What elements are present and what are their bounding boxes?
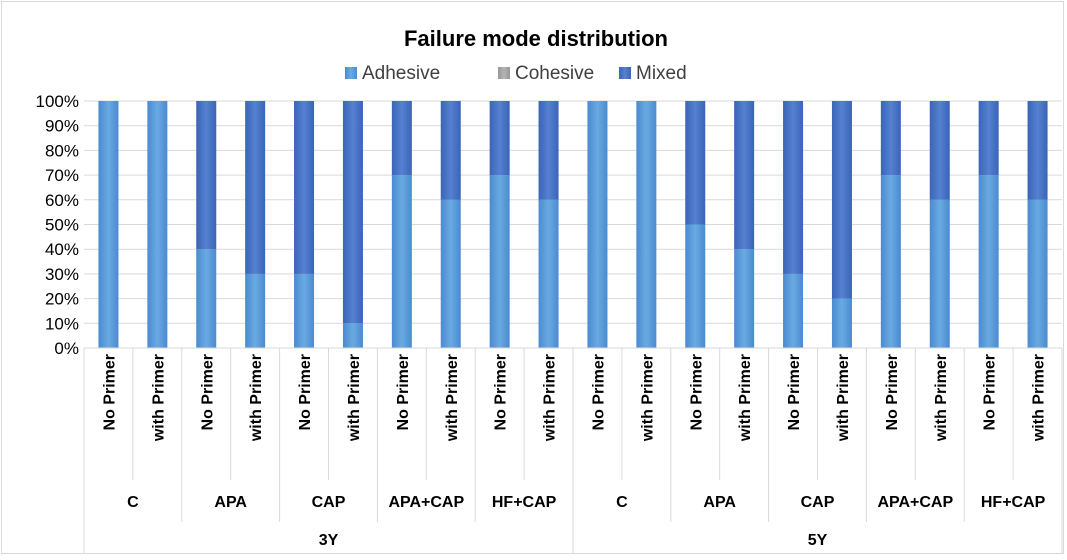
bar-segment-mixed: [734, 101, 755, 250]
bar-segment-adhesive: [245, 273, 266, 348]
x-tick-label: No Primer: [590, 354, 607, 430]
bar-segment-adhesive: [196, 249, 217, 348]
x-subgroup-label: APA+CAP: [388, 494, 464, 511]
bar-segment-adhesive: [147, 101, 168, 348]
x-tick-label: with Primer: [248, 354, 265, 442]
legend-swatch-cohesive: [498, 67, 510, 79]
y-tick-label: 80%: [45, 141, 79, 160]
bar-segment-adhesive: [489, 175, 510, 348]
legend: Adhesive Cohesive Mixed: [345, 63, 687, 84]
bar-segment-adhesive: [587, 101, 608, 348]
x-tick-label: with Primer: [1031, 354, 1048, 442]
bar-segment-mixed: [294, 101, 315, 274]
y-tick-label: 100%: [36, 92, 79, 111]
y-tick-label: 70%: [45, 166, 79, 185]
y-tick-label: 30%: [45, 265, 79, 284]
x-subgroup-label: HF+CAP: [981, 494, 1046, 511]
x-tick-label: No Primer: [395, 354, 412, 430]
bar-segment-adhesive: [831, 298, 852, 348]
x-tick-label: No Primer: [101, 354, 118, 430]
x-tick-label: with Primer: [542, 354, 559, 442]
bar-segment-mixed: [440, 101, 461, 200]
legend-swatch-mixed: [619, 67, 631, 79]
bar-segment-adhesive: [783, 273, 804, 348]
bar-segment-mixed: [978, 101, 999, 176]
x-group-label: 5Y: [808, 532, 828, 549]
legend-swatch-adhesive: [345, 67, 357, 79]
bar-segment-mixed: [245, 101, 266, 274]
bar-segment-adhesive: [880, 175, 901, 348]
y-tick-label: 60%: [45, 191, 79, 210]
bar-segment-adhesive: [98, 101, 119, 348]
chart-title: Failure mode distribution: [404, 26, 668, 51]
y-tick-label: 40%: [45, 240, 79, 259]
x-tick-label: No Primer: [884, 354, 901, 430]
bar-segment-mixed: [1027, 101, 1048, 200]
x-tick-label: with Primer: [737, 354, 754, 442]
x-tick-label: No Primer: [786, 354, 803, 430]
x-subgroup-label: APA: [703, 494, 736, 511]
bar-segment-adhesive: [342, 323, 363, 348]
y-tick-label: 50%: [45, 216, 79, 235]
bar-segment-adhesive: [734, 249, 755, 348]
bar-segment-mixed: [831, 101, 852, 299]
y-tick-label: 10%: [45, 314, 79, 333]
bar-segment-adhesive: [440, 199, 461, 348]
bar-segment-adhesive: [1027, 199, 1048, 348]
legend-label-mixed: Mixed: [636, 63, 687, 84]
bar-segment-adhesive: [636, 101, 657, 348]
bar-segment-mixed: [489, 101, 510, 176]
x-subgroup-label: CAP: [312, 494, 346, 511]
x-subgroup-label: HF+CAP: [492, 494, 557, 511]
bar-segment-adhesive: [391, 175, 412, 348]
bar-segment-adhesive: [978, 175, 999, 348]
x-subgroup-label: CAP: [801, 494, 835, 511]
bar-segment-mixed: [391, 101, 412, 176]
x-tick-label: No Primer: [297, 354, 314, 430]
x-subgroup-label: C: [127, 494, 139, 511]
x-axis: No Primer with Primer No Primer with Primer…: [83, 347, 1063, 554]
x-tick-label: with Primer: [639, 354, 656, 442]
x-group-label: 3Y: [319, 532, 339, 549]
x-tick-label: with Primer: [346, 354, 363, 442]
x-tick-label: No Primer: [199, 354, 216, 430]
x-tick-label: No Primer: [688, 354, 705, 430]
x-tick-label: with Primer: [444, 354, 461, 442]
y-tick-label: 0%: [54, 339, 79, 358]
legend-label-cohesive: Cohesive: [515, 63, 594, 84]
x-tick-label: No Primer: [982, 354, 999, 430]
x-subgroup-label: APA+CAP: [877, 494, 953, 511]
bar-segment-adhesive: [294, 273, 315, 348]
x-subgroup-label: APA: [214, 494, 247, 511]
bar-segment-adhesive: [685, 224, 706, 348]
legend-label-adhesive: Adhesive: [362, 63, 440, 84]
bar-segment-mixed: [538, 101, 559, 200]
bars: [98, 101, 1048, 348]
bar-segment-mixed: [342, 101, 363, 324]
y-tick-label: 90%: [45, 117, 79, 136]
bar-segment-mixed: [783, 101, 804, 274]
x-tick-label: with Primer: [835, 354, 852, 442]
bar-segment-mixed: [929, 101, 950, 200]
x-tick-label: with Primer: [933, 354, 950, 442]
y-tick-label: 20%: [45, 290, 79, 309]
bar-segment-adhesive: [929, 199, 950, 348]
y-axis: 0% 10% 20% 30% 40% 50% 60% 70% 80% 90% 100%: [36, 92, 79, 358]
bar-segment-mixed: [685, 101, 706, 225]
bar-segment-mixed: [196, 101, 217, 250]
x-subgroup-label: C: [616, 494, 628, 511]
bar-segment-adhesive: [538, 199, 559, 348]
x-tick-label: with Primer: [150, 354, 167, 442]
x-tick-label: No Primer: [493, 354, 510, 430]
gridlines: [84, 100, 1062, 349]
bar-segment-mixed: [880, 101, 901, 176]
